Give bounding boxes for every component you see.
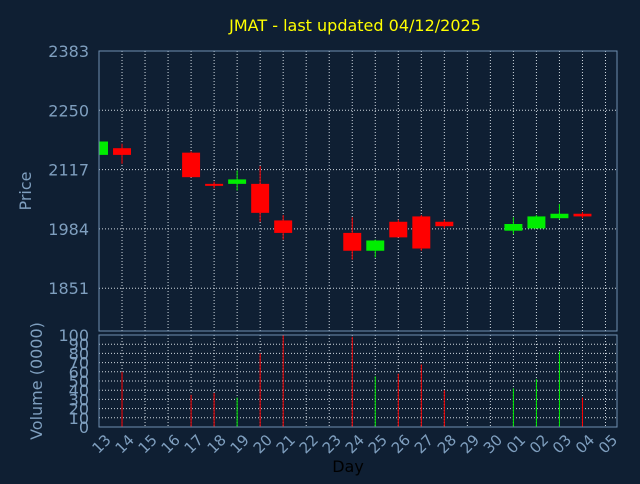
candle — [182, 151, 201, 178]
candle-body — [343, 232, 362, 251]
candle — [274, 215, 293, 240]
candle-body — [573, 213, 592, 217]
candle-body — [99, 141, 108, 155]
volume-tick-label: 40 — [69, 381, 89, 400]
price-axis-label: Price — [16, 171, 35, 210]
volume-tick-label: 100 — [58, 326, 89, 345]
candle — [412, 215, 431, 251]
price-tick-label: 2117 — [48, 161, 89, 180]
volume-bars — [98, 335, 583, 427]
volume-tick-label: 60 — [69, 363, 89, 382]
x-axis-label: Day — [332, 457, 364, 476]
candle-body — [228, 179, 247, 184]
candle-body — [527, 216, 546, 229]
price-tick-labels: 1851 1984 2117 2250 2383 — [48, 42, 89, 298]
volume-tick-label: 30 — [69, 390, 89, 409]
candle-body — [550, 213, 569, 219]
price-tick-label: 2383 — [48, 42, 89, 61]
chart-title: JMAT - last updated 04/12/2025 — [228, 16, 481, 35]
candle-body — [182, 152, 201, 178]
candle — [98, 139, 108, 158]
price-tick-label: 1851 — [48, 279, 89, 298]
candle-body — [504, 223, 523, 231]
volume-tick-label: 20 — [69, 400, 89, 419]
candle — [366, 239, 385, 258]
volume-tick-label: 50 — [69, 372, 89, 391]
volume-tick-label: 70 — [69, 354, 89, 373]
candle-body — [412, 216, 431, 249]
volume-tick-label: 10 — [69, 409, 89, 428]
candle-body — [389, 221, 408, 238]
candle-body — [274, 220, 293, 233]
volume-tick-label: 80 — [69, 344, 89, 363]
price-panel-frame — [98, 50, 618, 332]
candle-body — [251, 183, 270, 213]
volume-grid — [98, 334, 617, 428]
day-tick-labels: 1314151617181920212223242526272829300102… — [89, 431, 622, 457]
price-tick-label: 1984 — [48, 220, 89, 239]
candle — [504, 217, 523, 235]
volume-tick-label: 90 — [69, 335, 89, 354]
candle — [228, 170, 247, 191]
candle — [527, 215, 546, 229]
candle — [389, 219, 408, 238]
candle — [113, 143, 132, 164]
candle-body — [366, 240, 385, 251]
price-grid — [98, 50, 617, 331]
candle — [205, 181, 224, 189]
candle-body — [435, 221, 454, 227]
candle — [435, 219, 454, 229]
candle — [343, 217, 362, 260]
candles — [98, 139, 592, 260]
day-tick-label: 05 — [595, 431, 621, 457]
candle-body — [113, 148, 132, 155]
candle — [573, 211, 592, 219]
candle — [251, 166, 270, 222]
volume-axis-label: Volume (0000) — [27, 322, 46, 440]
candle-body — [205, 183, 224, 186]
candle — [550, 203, 569, 220]
volume-panel-frame — [98, 334, 618, 428]
volume-tick-label: 0 — [79, 418, 89, 437]
price-tick-label: 2250 — [48, 101, 89, 120]
